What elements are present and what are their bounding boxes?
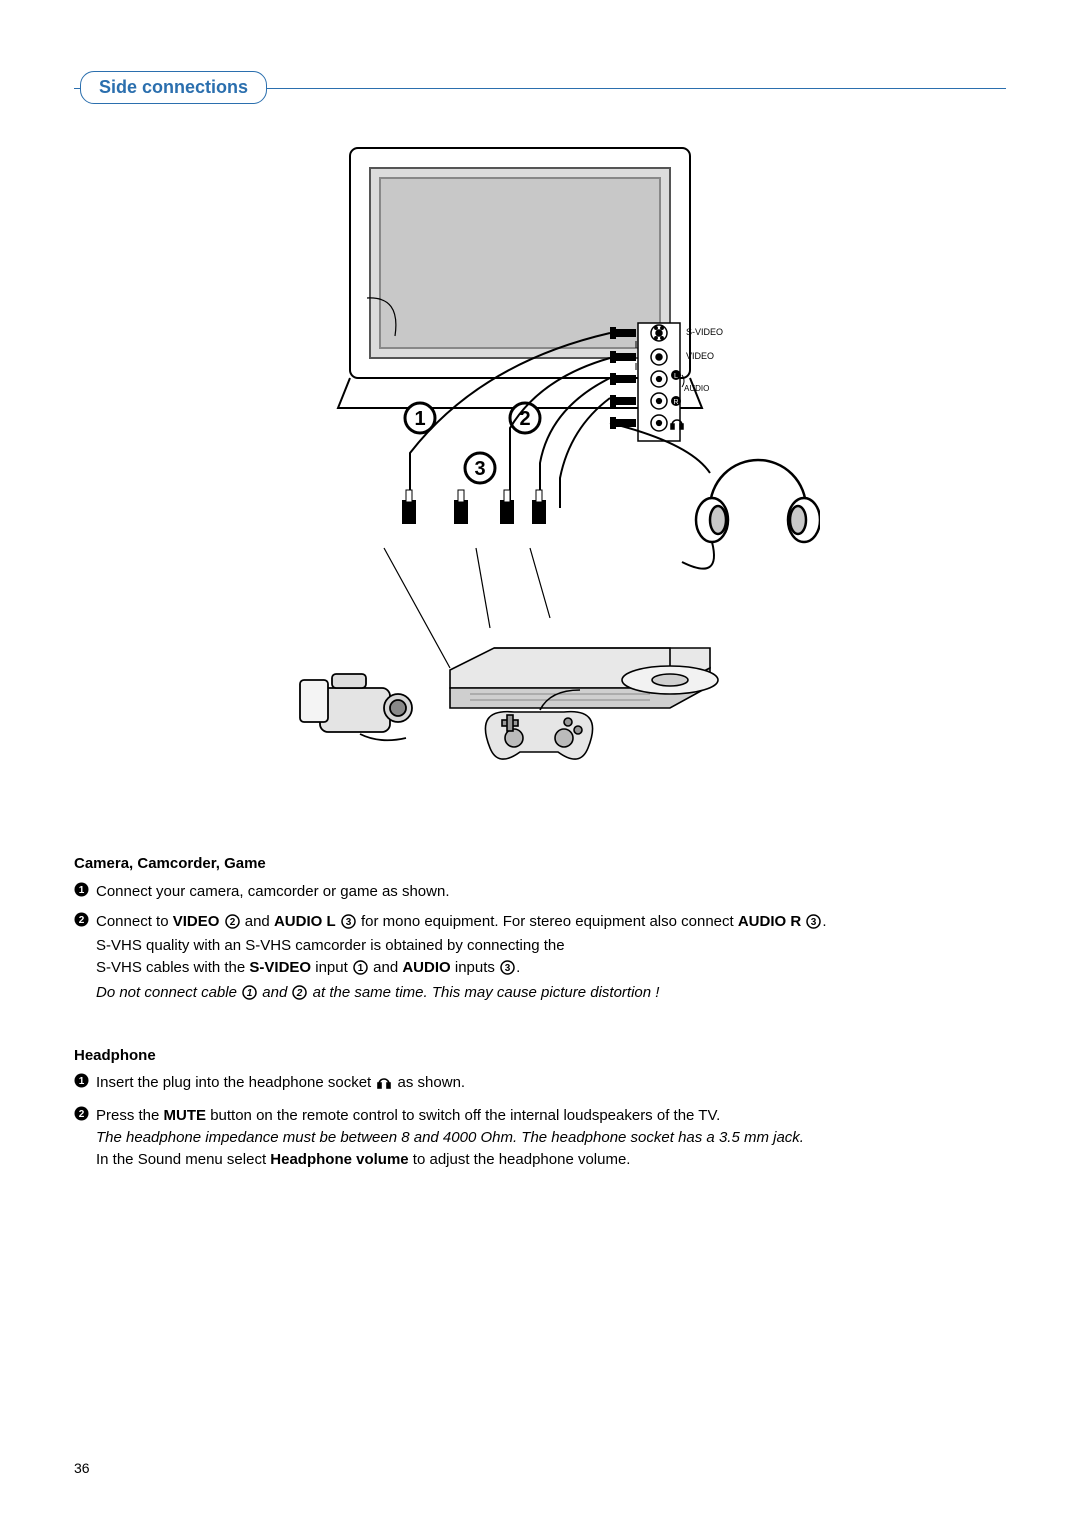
svg-text:3: 3 [811,917,817,928]
headphone-step-1-text: Insert the plug into the headphone socke… [96,1072,1006,1097]
section-title: Side connections [99,77,248,97]
svg-text:1: 1 [79,885,85,896]
svg-text:2: 2 [296,988,303,999]
svideo-port-label: S-VIDEO [686,327,723,337]
video-port-label: VIDEO [686,351,714,361]
hp-step-bullet-2: 2 [74,1105,96,1125]
svg-text:3: 3 [346,917,352,928]
page-number: 36 [74,1460,90,1476]
headphone-step-2-text: Press the MUTE button on the remote cont… [96,1105,1006,1170]
step-bullet-1: 1 [74,881,96,901]
camera-step-1-text: Connect your camera, camcorder or game a… [96,881,1006,903]
headphone-heading: Headphone [74,1045,1006,1067]
body-text: Camera, Camcorder, Game 1 Connect your c… [74,853,1006,1170]
headphone-icon [376,1074,392,1097]
section-title-tab: Side connections [80,71,267,104]
camera-step-2: 2 Connect to VIDEO 2 and AUDIO L 3 for m… [74,911,1006,1007]
camera-heading: Camera, Camcorder, Game [74,853,1006,875]
headphone-step-1: 1 Insert the plug into the headphone soc… [74,1072,1006,1097]
camera-step-1: 1 Connect your camera, camcorder or game… [74,881,1006,903]
camera-step-2-text: Connect to VIDEO 2 and AUDIO L 3 for mon… [96,911,1006,1007]
callout-3: 3 [474,458,485,480]
audio-port-label: AUDIO [684,384,709,393]
headphone-step-2: 2 Press the MUTE button on the remote co… [74,1105,1006,1170]
audio-r-label: R [673,399,678,406]
svg-text:1: 1 [247,988,253,999]
callout-1: 1 [414,408,425,430]
svg-text:2: 2 [229,917,235,928]
hp-step-bullet-1: 1 [74,1072,96,1092]
svg-text:2: 2 [79,1109,85,1120]
svg-text:1: 1 [358,963,364,974]
audio-l-label: L [674,373,678,380]
step-bullet-2: 2 [74,911,96,931]
svg-text:3: 3 [505,963,511,974]
svg-text:2: 2 [79,915,85,926]
svg-text:1: 1 [79,1076,85,1087]
connection-diagram: L R S-VIDEO VIDEO AUDIO 1 2 3 [74,128,1006,823]
